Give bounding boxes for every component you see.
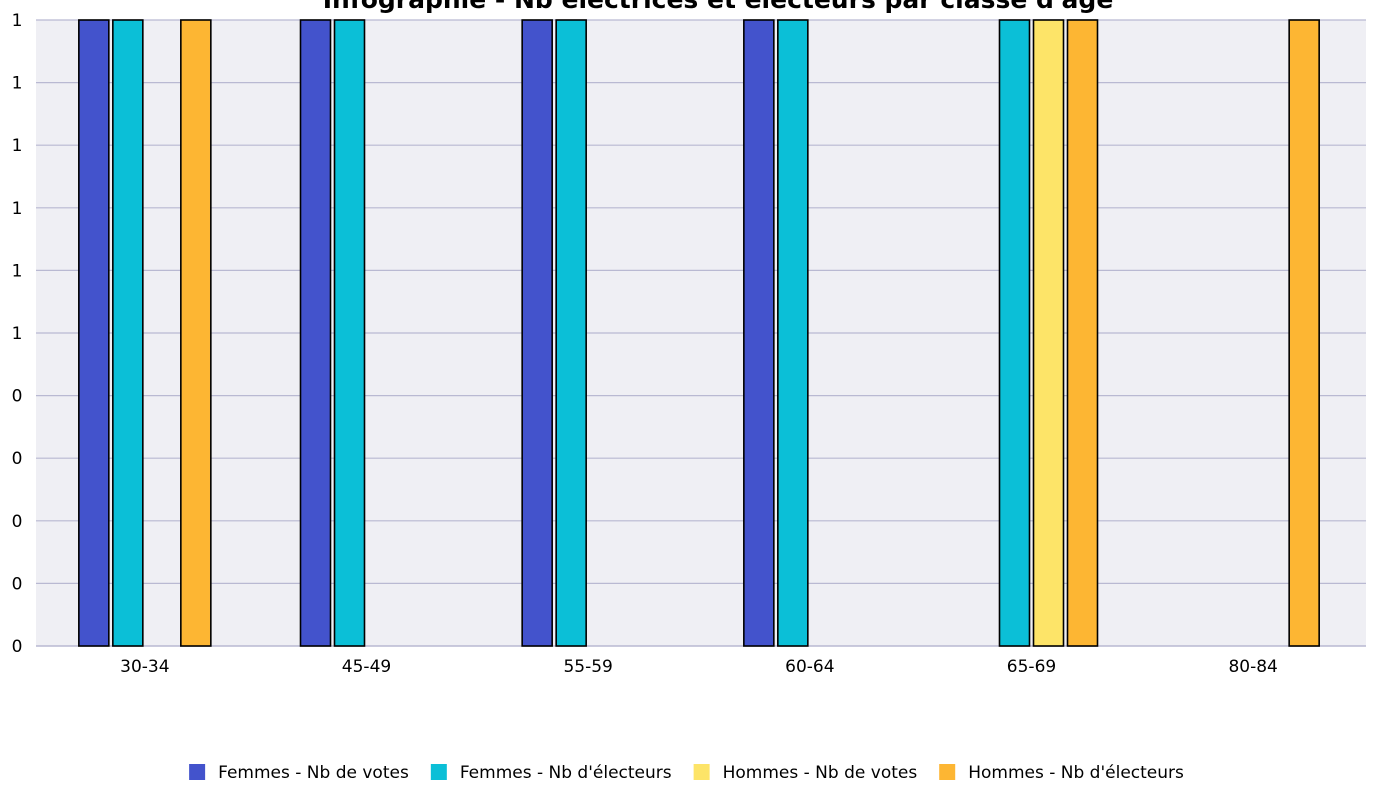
- y-tick-label: 1: [12, 11, 23, 31]
- bar: [777, 19, 809, 647]
- y-axis-ticks: 0 0 0 0 0 1 1 1 1 1 1: [12, 11, 23, 657]
- legend-label: Femmes - Nb de votes: [218, 763, 409, 783]
- bar: [743, 19, 775, 647]
- bar: [112, 19, 144, 647]
- bar: [521, 19, 553, 647]
- legend-swatch: [939, 764, 956, 780]
- legend-swatch: [430, 764, 447, 780]
- legend-label: Femmes - Nb d'électeurs: [460, 763, 672, 783]
- x-tick-label: 30-34: [120, 657, 169, 677]
- bar: [1288, 19, 1320, 647]
- bar: [180, 19, 212, 647]
- y-tick-label: 1: [12, 324, 23, 344]
- legend-swatch: [693, 764, 710, 780]
- legend-label: Hommes - Nb d'électeurs: [968, 763, 1184, 783]
- y-tick-label: 0: [12, 574, 23, 594]
- y-tick-label: 0: [12, 387, 23, 407]
- y-tick-label: 1: [12, 74, 23, 94]
- legend: Femmes - Nb de votes Femmes - Nb d'électe…: [189, 763, 1184, 783]
- x-tick-label: 55-59: [563, 657, 612, 677]
- grid-lines: [36, 19, 1366, 647]
- bar: [333, 19, 366, 647]
- y-tick-label: 1: [12, 261, 23, 281]
- y-tick-label: 1: [12, 199, 23, 219]
- bar: [299, 19, 332, 647]
- x-tick-label: 80-84: [1228, 657, 1277, 677]
- x-tick-label: 45-49: [342, 657, 391, 677]
- x-axis-ticks: 30-34 45-49 55-59 60-64 65-69 80-84: [120, 657, 1278, 677]
- bar: [998, 19, 1031, 647]
- bar: [555, 19, 587, 647]
- legend-label: Hommes - Nb de votes: [723, 763, 918, 783]
- x-tick-label: 60-64: [785, 657, 834, 677]
- bars: [78, 19, 1320, 647]
- y-tick-label: 0: [12, 637, 23, 657]
- x-tick-label: 65-69: [1007, 657, 1056, 677]
- y-tick-label: 0: [12, 512, 23, 532]
- legend-swatch: [189, 764, 206, 780]
- y-tick-label: 0: [12, 449, 23, 469]
- bar: [78, 19, 110, 647]
- bar: [1066, 19, 1099, 647]
- y-tick-label: 1: [12, 136, 23, 156]
- chart-title: Infographie - Nb électrices et électeurs…: [323, 0, 1114, 14]
- bar: [1032, 19, 1065, 647]
